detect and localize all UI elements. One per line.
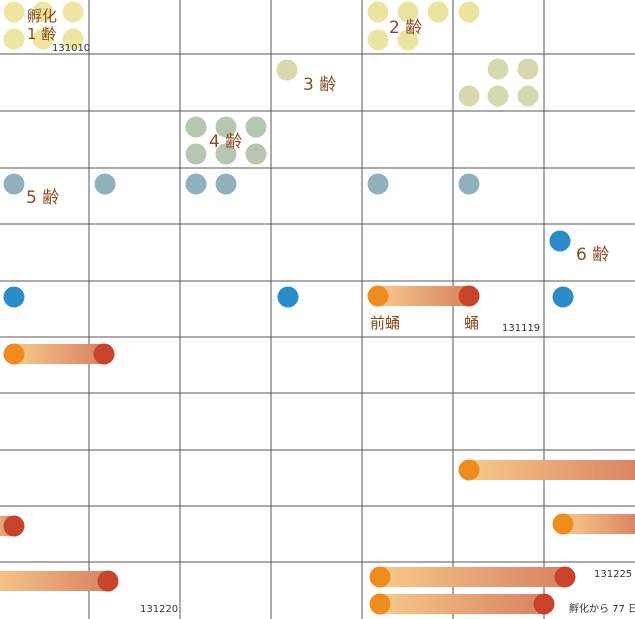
stage-dots [3,1,576,615]
pupa-bar-8 [380,594,544,614]
instar1-dot-3 [62,1,84,23]
date-131119: 131119 [502,323,540,334]
instar1-label: 1 齢 [27,25,56,43]
prepupa-dot-37 [3,343,25,365]
prepupa-dot-35 [367,285,389,307]
pupa-label: 蛹 [464,314,479,332]
prepupa-dot-45 [369,593,391,615]
instar4-dot-22 [185,143,207,165]
days-since-hatch-footer: 孵化から 77 日 [569,602,635,615]
instar1-dot-1 [3,1,25,23]
instar3-label: 3 齢 [303,75,336,95]
instar5-dot-28 [215,173,237,195]
instar4-dot-23 [215,143,237,165]
pupa-bar-2 [14,344,104,364]
pupa-bar-7 [380,567,565,587]
instar5-dot-29 [367,173,389,195]
instar2-label: 2 齢 [389,18,422,38]
instar6-dot-31 [549,230,571,252]
instar4-dot-24 [245,143,267,165]
instar5-dot-30 [458,173,480,195]
pupa-dot-40 [3,515,25,537]
instar1-dot-6 [62,28,84,50]
instar2-dot-11 [367,29,389,51]
instar5-dot-25 [3,173,25,195]
prepupa-label: 前蛹 [370,314,400,332]
pupa-dot-36 [458,285,480,307]
prepupa-dot-43 [369,566,391,588]
instar1-dot-2 [32,1,54,23]
instar6-dot-32 [3,286,25,308]
instar3-dot-17 [487,85,509,107]
pupa-bars [0,286,635,614]
pupa-dot-44 [554,566,576,588]
instar6-dot-34 [552,286,574,308]
instar3-dot-14 [487,58,509,80]
prepupa-dot-39 [458,459,480,481]
prepupa-dot-41 [552,513,574,535]
pupa-bar-3 [469,460,635,480]
instar3-dot-18 [517,85,539,107]
date-131010: 131010 [52,43,90,54]
instar2-dot-9 [427,1,449,23]
instar6-label: 6 齢 [576,245,609,265]
instar1-dot-4 [3,28,25,50]
instar4-dot-19 [185,116,207,138]
instar5-dot-27 [185,173,207,195]
date-131220: 131220 [140,604,178,615]
pupa-dot-38 [93,343,115,365]
instar2-dot-7 [367,1,389,23]
instar3-dot-16 [458,85,480,107]
pupa-bar-1 [378,286,469,306]
instar2-dot-8 [397,1,419,23]
instar5-label: 5 齢 [26,188,59,208]
instar4-dot-21 [245,116,267,138]
pupa-bar-5 [563,514,635,534]
pupa-dot-46 [533,593,555,615]
pupa-dot-42 [97,570,119,592]
instar2-dot-12 [397,29,419,51]
instar2-dot-10 [458,1,480,23]
instar6-dot-33 [277,286,299,308]
instar4-label: 4 齢 [209,132,242,152]
instar3-dot-15 [517,58,539,80]
date-131225: 131225 [594,569,632,580]
instar3-dot-13 [276,59,298,81]
pupa-bar-6 [0,571,108,591]
instar4-dot-20 [215,116,237,138]
hatch-label: 孵化 [27,7,57,25]
instar5-dot-26 [94,173,116,195]
instar1-dot-5 [32,28,54,50]
